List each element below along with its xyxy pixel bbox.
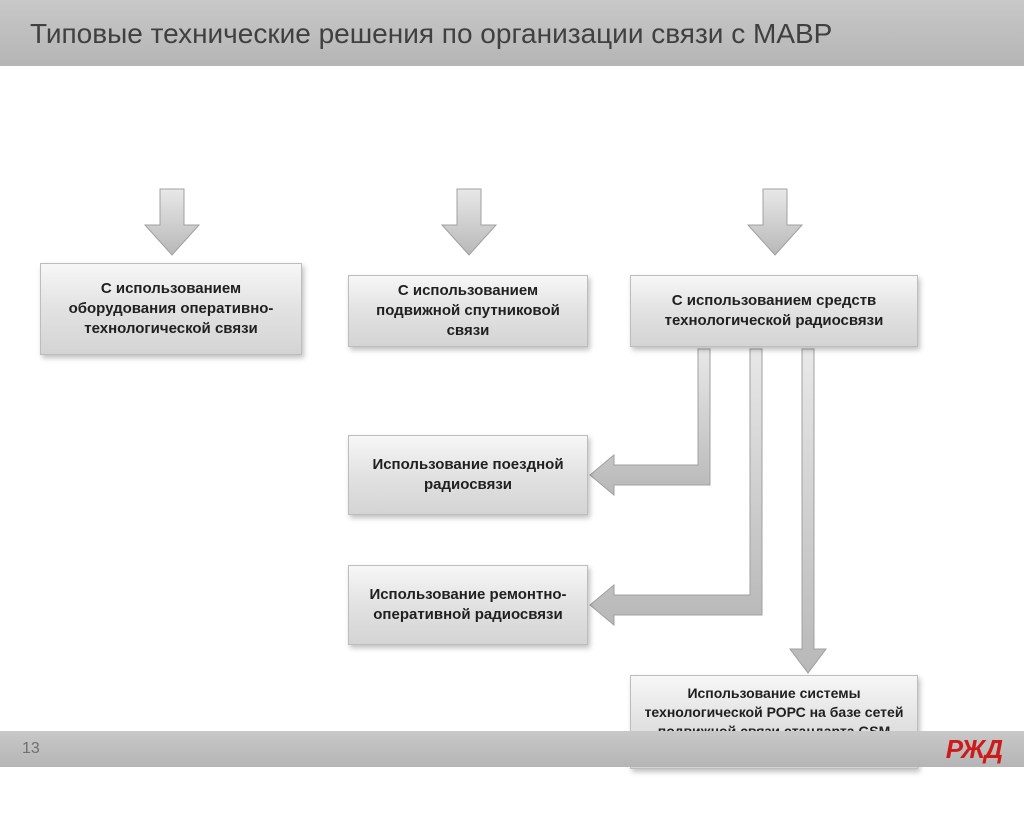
flow-box-train-radio: Использование поездной радиосвязи bbox=[348, 435, 588, 515]
slide-title: Типовые технические решения по организац… bbox=[30, 18, 994, 50]
page-number: 13 bbox=[22, 740, 40, 758]
flow-box-otc: С использованием оборудования оперативно… bbox=[40, 263, 302, 355]
box-label: Использование поездной радиосвязи bbox=[361, 455, 575, 496]
box-label: С использованием средств технологической… bbox=[643, 291, 905, 332]
slide-header: Типовые технические решения по организац… bbox=[0, 0, 1024, 67]
box-label: Использование ремонтно-оперативной радио… bbox=[361, 585, 575, 626]
flow-box-repair-radio: Использование ремонтно-оперативной радио… bbox=[348, 565, 588, 645]
box-label: С использованием подвижной спутниковой с… bbox=[361, 281, 575, 342]
slide-footer: 13 РЖД bbox=[0, 731, 1024, 767]
flow-box-satellite: С использованием подвижной спутниковой с… bbox=[348, 275, 588, 347]
diagram-area: С использованием оборудования оперативно… bbox=[0, 67, 1024, 687]
flow-box-radio: С использованием средств технологической… bbox=[630, 275, 918, 347]
box-label: С использованием оборудования оперативно… bbox=[53, 279, 289, 340]
rzd-logo: РЖД bbox=[946, 734, 1002, 765]
